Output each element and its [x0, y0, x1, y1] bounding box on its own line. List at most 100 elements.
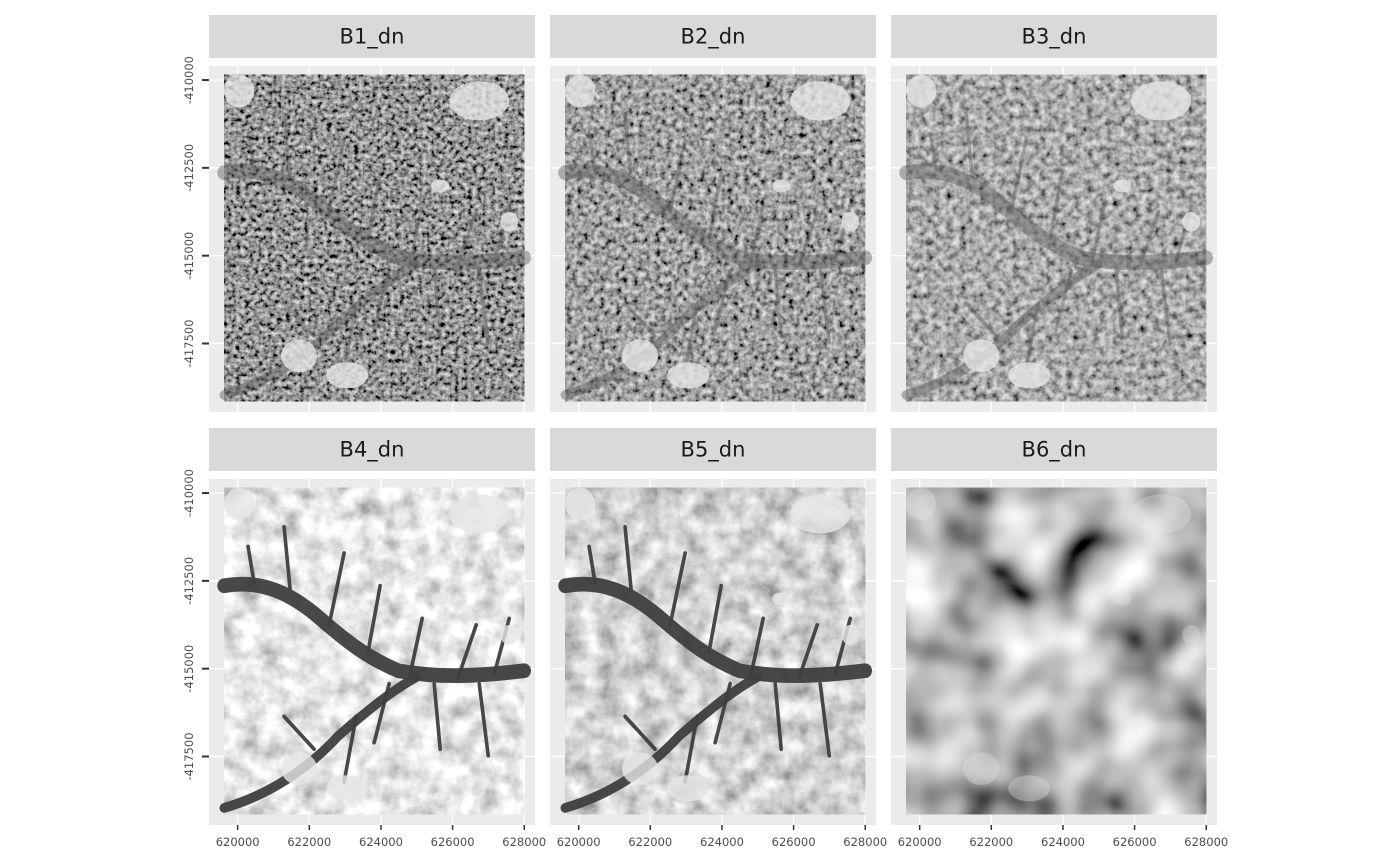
river-branch: [707, 583, 723, 654]
river-branch: [282, 301, 316, 339]
river-branch: [1159, 268, 1173, 345]
x-tick-label: 624000: [1041, 835, 1085, 849]
river-branch: [366, 583, 382, 654]
clearing: [500, 624, 519, 645]
x-tick-label: 628000: [502, 835, 546, 849]
clearing: [790, 494, 851, 534]
clearing: [565, 487, 596, 521]
river-branch: [342, 301, 358, 371]
x-tick-label: 622000: [287, 835, 331, 849]
clearing: [622, 752, 659, 786]
clearing: [963, 339, 1000, 373]
river-branch: [773, 681, 783, 752]
x-tick-label: 626000: [1113, 835, 1157, 849]
facet-strip: [891, 428, 1217, 471]
river-south: [560, 259, 762, 400]
clearing: [772, 179, 791, 193]
river-branch: [773, 268, 783, 339]
river-south: [219, 259, 421, 400]
river-branch: [456, 210, 479, 267]
river-branch: [327, 138, 346, 214]
y-tick-label: -412500: [182, 557, 196, 605]
river-branch: [713, 268, 732, 332]
river-branch: [1024, 301, 1040, 371]
facet-panel-b4-dn: B4_dn: [209, 428, 535, 825]
clearing: [326, 362, 369, 389]
raster-image: [217, 487, 532, 815]
river-branch: [964, 112, 974, 179]
river-branch: [456, 623, 479, 680]
x-tick-label: 622000: [969, 835, 1013, 849]
y-tick-label: -415000: [182, 232, 196, 280]
river-branch: [683, 301, 699, 371]
river-branch: [713, 681, 732, 745]
clearing: [281, 752, 318, 786]
river-branch: [282, 525, 292, 592]
river-branch: [668, 551, 687, 627]
facet-strip: [550, 15, 876, 58]
river-branch: [246, 131, 256, 172]
river-branch: [797, 623, 820, 680]
clearing: [667, 775, 710, 802]
river-branch: [707, 170, 723, 241]
bright-clearings: [224, 487, 519, 802]
clearing: [431, 179, 450, 193]
clearing: [906, 74, 937, 108]
river-south: [560, 672, 762, 813]
clearing: [841, 211, 860, 232]
y-tick-label: -415000: [182, 645, 196, 693]
bright-clearings: [906, 487, 1201, 802]
x-tick-label: 620000: [557, 835, 601, 849]
x-tick-label: 622000: [628, 835, 672, 849]
river-branch: [623, 525, 633, 592]
raster-texture: [565, 74, 866, 402]
river-branch: [818, 268, 832, 345]
facet-strip-label: B3_dn: [1022, 25, 1087, 50]
clearing: [790, 81, 851, 121]
river-south: [219, 672, 421, 813]
clearing: [1113, 592, 1132, 606]
facet-panel-b3-dn: B3_dn: [891, 15, 1217, 412]
water-body: [217, 112, 532, 400]
river-branch: [282, 112, 292, 179]
river-branch: [477, 681, 491, 758]
y-tick-label: -412500: [182, 144, 196, 192]
clearing: [1131, 494, 1192, 534]
river-branch: [928, 131, 938, 172]
river-branch: [1054, 268, 1073, 332]
x-tick-label: 626000: [431, 835, 475, 849]
x-tick-label: 620000: [216, 835, 260, 849]
x-tick-label: 624000: [359, 835, 403, 849]
facet-panel-b6-dn: B6_dn: [891, 428, 1217, 825]
y-tick-label: -410000: [182, 469, 196, 517]
river-branch: [587, 131, 597, 172]
x-tick-label: 624000: [700, 835, 744, 849]
x-tick-label: 620000: [898, 835, 942, 849]
clearing: [281, 339, 318, 373]
river-main: [558, 163, 873, 270]
clearing: [500, 211, 519, 232]
clearing: [667, 362, 710, 389]
river-branch: [1048, 170, 1064, 241]
bright-clearings: [224, 74, 519, 389]
x-tick-label: 628000: [843, 835, 887, 849]
river-main: [217, 163, 532, 270]
clearing: [1131, 81, 1192, 121]
y-tick-label: -417500: [182, 319, 196, 367]
axes: -410000 -412500 -415000 -417500 -410000 -4125…: [182, 56, 1228, 849]
facet-panel-b1-dn: B1_dn: [209, 15, 535, 412]
facet-panel-b5-dn: B5_dn: [550, 428, 876, 825]
river-south: [901, 259, 1103, 400]
clearing: [565, 74, 596, 108]
clearing: [1113, 179, 1132, 193]
clearing: [963, 752, 1000, 786]
bright-clearings: [565, 487, 860, 802]
river-branch: [683, 714, 699, 784]
facet-strip: [891, 15, 1217, 58]
raster-image: [558, 74, 873, 402]
river-branch: [668, 138, 687, 214]
river-branch: [327, 551, 346, 627]
raster-texture: [906, 74, 1207, 402]
water-body: [558, 525, 873, 813]
facet-strip-label: B4_dn: [340, 438, 405, 463]
